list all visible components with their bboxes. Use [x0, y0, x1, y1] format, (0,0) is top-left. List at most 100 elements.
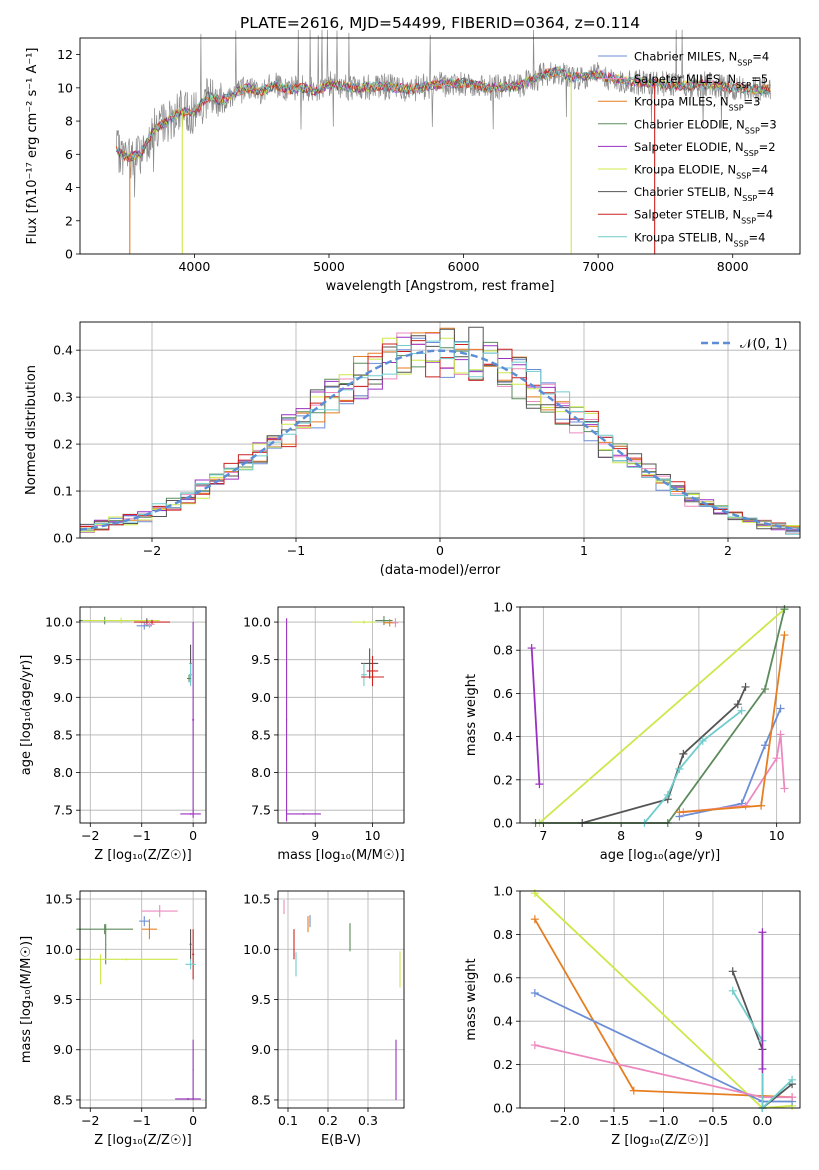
legend-entry-suffix: =4 — [756, 208, 773, 222]
axes-frame — [79, 37, 801, 255]
legend-entry: Salpeter MILES, NSSP=5 — [634, 72, 768, 90]
mass-weight-line — [538, 608, 785, 824]
x-axis-label: wavelength [Angstrom, rest frame] — [326, 279, 555, 294]
mass-weight-marker — [780, 631, 789, 640]
y-tick-label: 8 — [65, 114, 73, 129]
y-tick-label: 0.0 — [493, 816, 513, 831]
residual-histogram-line — [80, 326, 800, 532]
mass-weight-line — [530, 647, 541, 785]
y-tick-label: 10.5 — [45, 892, 73, 907]
y-tick-label: 1.0 — [493, 600, 513, 615]
model-spectrum-line — [115, 67, 771, 160]
axes-frame — [277, 606, 405, 824]
x-tick-label: 8 — [617, 828, 625, 843]
y-tick-label: 9.5 — [53, 652, 73, 667]
x-tick-label: −2.0 — [549, 1113, 579, 1128]
legend-entry-suffix: =2 — [759, 140, 776, 154]
gaussian-curve-line — [79, 349, 801, 531]
x-axis-label: mass [log₁₀(M/M☉)] — [277, 848, 404, 863]
y-axis-label: Normed distribution — [24, 365, 39, 495]
y-axis-label: mass [log₁₀(M/M☉)] — [19, 936, 34, 1063]
axes-frame — [79, 606, 207, 824]
y-tick-label: 10.0 — [45, 615, 73, 630]
x-tick-label: 6000 — [448, 259, 480, 274]
mass-weight-marker — [772, 754, 781, 763]
legend-entry: Kroupa ELODIE, NSSP=4 — [634, 163, 768, 181]
y-tick-label: 4 — [65, 180, 73, 195]
legend-entry-suffix: =4 — [752, 50, 769, 64]
y-tick-label: 10 — [57, 80, 73, 95]
y-tick-label: 10.5 — [243, 892, 271, 907]
legend-entry-suffix: =5 — [751, 72, 768, 86]
y-tick-label: 8.5 — [53, 1092, 73, 1107]
residual-histogram-line — [80, 340, 800, 535]
mass-weight-marker — [780, 784, 789, 793]
mass-weight-marker — [758, 1064, 767, 1073]
x-tick-label: 0.2 — [318, 1113, 338, 1128]
x-tick-label: −1 — [132, 828, 150, 843]
y-axis-label: mass weight — [464, 674, 479, 756]
x-axis-label: Z [log₁₀(Z/Z☉)] — [611, 1133, 708, 1148]
mass-weight-marker — [757, 801, 766, 810]
legend-entry-subscript: SSP — [734, 239, 749, 248]
y-tick-label: 9.5 — [53, 992, 73, 1007]
y-tick-label: 9.0 — [53, 1042, 73, 1057]
legend-entry-suffix: =4 — [749, 230, 766, 244]
legend-entry-subscript: SSP — [736, 81, 751, 90]
y-tick-label: 0.4 — [53, 343, 73, 358]
plot-area-age_vs_Z — [78, 616, 201, 818]
legend-entry-subscript: SSP — [737, 58, 752, 67]
plot-area-mass_weight_vs_age — [527, 605, 789, 827]
axes-mass_vs_ebv: 0.1 0.2 0.3 8.5 9.0 9.5 10.0 10.5 E(B-V) — [243, 890, 405, 1148]
axes-frame — [519, 606, 801, 824]
x-tick-label: −1 — [132, 1113, 150, 1128]
legend-entry-subscript: SSP — [745, 126, 760, 135]
legend-entry-suffix: =4 — [751, 163, 768, 177]
x-tick-label: −0.5 — [698, 1113, 728, 1128]
x-tick-label: 5000 — [313, 259, 345, 274]
y-tick-label: 0.3 — [53, 390, 73, 405]
x-tick-label: 8000 — [717, 259, 749, 274]
mass-weight-marker — [535, 780, 544, 789]
x-axis-label: age [log₁₀(age/yr)] — [600, 848, 721, 863]
plot-area-mass_vs_Z — [74, 905, 201, 1100]
y-tick-label: 0.4 — [493, 729, 513, 744]
axes-frame — [79, 321, 801, 539]
y-tick-label: 0.8 — [493, 643, 513, 658]
legend-entry: Chabrier STELIB, NSSP=4 — [634, 185, 774, 203]
plot-area-mass_vs_ebv — [283, 900, 401, 1100]
y-tick-label: 0.2 — [493, 1057, 513, 1072]
mass-weight-marker — [733, 700, 742, 709]
y-axis-label: mass weight — [464, 958, 479, 1040]
y-tick-label: 0.2 — [493, 772, 513, 787]
axes-residuals: −2 −1 0 1 2 0.0 0.1 0.2 0.3 0.4 (data-model)/error… — [24, 321, 801, 578]
x-axis-label: E(B-V) — [321, 1133, 361, 1148]
x-axis-label: Z [log₁₀(Z/Z☉)] — [94, 1133, 191, 1148]
x-tick-label: 10 — [365, 828, 381, 843]
mass-weight-marker — [679, 749, 688, 758]
mass-weight-marker — [728, 967, 737, 976]
y-tick-label: 0.6 — [493, 686, 513, 701]
axes-age_vs_mass: 9 10 7.5 8.0 8.5 9.0 9.5 10.0 mass [log₁₀(M/M☉)] — [243, 606, 405, 863]
x-tick-label: 0 — [189, 1113, 197, 1128]
figure-title: PLATE=2616, MJD=54499, FIBERID=0364, z=0… — [240, 14, 640, 32]
y-tick-label: 0.2 — [53, 437, 73, 452]
y-tick-label: 0.8 — [493, 927, 513, 942]
y-tick-label: 9.0 — [251, 1042, 271, 1057]
y-tick-label: 8.5 — [53, 727, 73, 742]
x-axis-label: (data-model)/error — [380, 563, 501, 578]
mass-weight-marker — [758, 928, 767, 937]
x-tick-label: 4000 — [178, 259, 210, 274]
mass-weight-marker — [530, 988, 539, 997]
mass-weight-marker — [741, 801, 750, 810]
y-tick-label: 0.0 — [53, 531, 73, 546]
y-tick-label: 7.5 — [251, 803, 271, 818]
mass-weight-marker — [788, 1075, 797, 1084]
legend-entry: Kroupa STELIB, NSSP=4 — [634, 230, 765, 248]
y-tick-label: 7.5 — [53, 803, 73, 818]
mass-weight-marker — [741, 682, 750, 691]
legend-entry: Salpeter ELODIE, NSSP=2 — [634, 140, 776, 158]
y-tick-label: 2 — [65, 213, 73, 228]
legend-entry-subscript: SSP — [742, 194, 757, 203]
